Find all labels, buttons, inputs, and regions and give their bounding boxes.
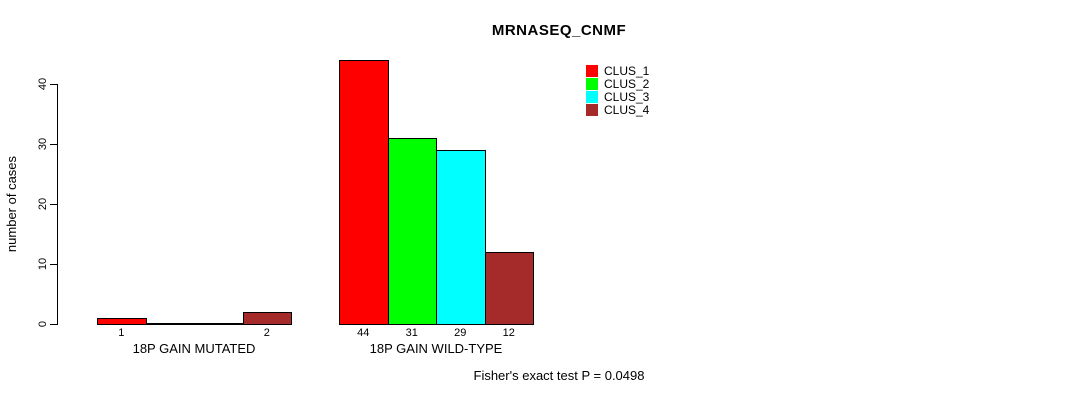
legend-item: CLUS_4 [586,104,649,116]
bar-value-label: 44 [357,327,370,339]
legend-label: CLUS_4 [604,103,650,117]
bar-clus_3-2 [436,150,486,325]
chart-title: MRNASEQ_CNMF [491,22,627,39]
bar-clus_4-2 [484,252,534,325]
legend: CLUS_1 CLUS_2 CLUS_3 CLUS_4 [586,65,649,116]
legend-swatch-icon [586,78,598,90]
legend-label: CLUS_2 [604,77,650,91]
fisher-test-footnote: Fisher's exact test P = 0.0498 [473,368,645,383]
legend-swatch-icon [586,104,598,116]
bar-clus_1-2 [339,60,389,325]
legend-item: CLUS_3 [586,91,649,103]
y-axis-tick-label: 10 [37,257,49,271]
y-axis-tick-label: 0 [37,320,49,328]
y-axis-tick [50,264,57,265]
y-axis-tick-label: 40 [37,77,49,91]
bar-value-label: 31 [405,327,418,339]
group-label: 18P GAIN MUTATED [132,341,256,356]
y-axis-tick [50,144,57,145]
legend-label: CLUS_1 [604,64,650,78]
y-axis-tick [50,84,57,85]
bar-value-label: 2 [263,327,270,339]
y-axis-tick-label: 20 [37,197,49,211]
bar-clus_1-1 [97,318,147,325]
legend-item: CLUS_2 [586,78,649,90]
bar-clus_2-2 [387,138,437,325]
legend-label: CLUS_3 [604,90,650,104]
bar-value-label: 1 [118,327,125,339]
legend-swatch-icon [586,65,598,77]
y-axis-tick [50,204,57,205]
legend-item: CLUS_1 [586,65,649,77]
bar-value-label: 29 [454,327,467,339]
y-axis-line [57,84,58,325]
bar-clus_4-1 [242,312,292,325]
group-label: 18P GAIN WILD-TYPE [369,341,503,356]
y-axis-tick-label: 30 [37,137,49,151]
y-axis-tick [50,324,57,325]
bar-value-label: 12 [502,327,515,339]
bar-zero-clus_2-1 [145,323,195,325]
y-axis-title: number of cases [4,155,19,253]
bar-zero-clus_3-1 [194,323,244,325]
legend-swatch-icon [586,91,598,103]
